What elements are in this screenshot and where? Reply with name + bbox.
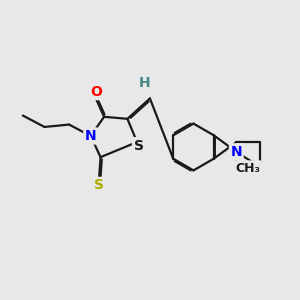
Text: N: N (85, 129, 97, 143)
Text: N: N (230, 145, 242, 159)
Text: S: S (134, 139, 143, 153)
Text: S: S (94, 178, 104, 192)
Text: CH₃: CH₃ (235, 162, 260, 175)
Text: O: O (90, 85, 102, 99)
Text: H: H (139, 76, 150, 90)
